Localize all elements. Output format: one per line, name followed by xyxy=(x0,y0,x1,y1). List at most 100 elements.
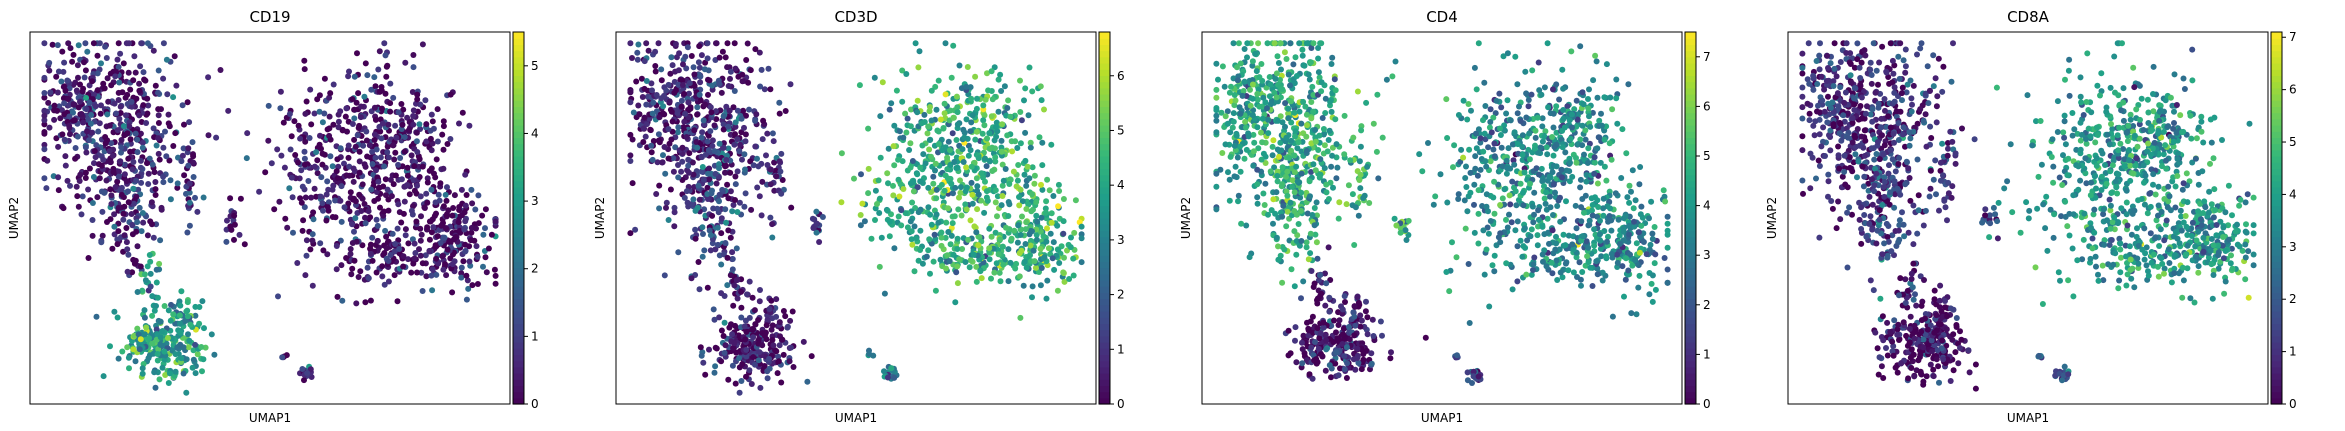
data-point xyxy=(133,228,140,235)
data-point xyxy=(1383,76,1390,83)
data-point xyxy=(1566,168,1573,175)
data-point xyxy=(480,231,487,238)
data-point xyxy=(1023,206,1030,212)
data-point xyxy=(692,235,699,242)
data-point xyxy=(382,227,389,234)
data-point xyxy=(1048,141,1055,148)
data-point xyxy=(1497,132,1504,138)
data-point xyxy=(412,250,419,256)
data-point xyxy=(1219,63,1226,70)
data-point xyxy=(423,138,430,145)
data-point xyxy=(727,169,734,176)
data-point xyxy=(72,155,79,162)
colorbar-segment xyxy=(1099,304,1110,312)
data-point xyxy=(154,351,161,357)
data-point xyxy=(776,319,783,326)
data-point xyxy=(134,219,141,226)
data-point xyxy=(784,323,791,330)
data-point xyxy=(155,106,162,113)
data-point xyxy=(146,155,153,162)
data-point xyxy=(333,243,340,249)
data-point xyxy=(1416,151,1423,158)
data-point xyxy=(630,109,637,116)
data-point xyxy=(1270,196,1277,203)
data-point xyxy=(422,252,429,259)
data-point xyxy=(433,156,440,163)
data-point xyxy=(773,313,780,320)
data-point xyxy=(440,146,447,153)
data-point xyxy=(114,127,121,134)
data-point xyxy=(634,49,641,56)
data-point xyxy=(726,107,733,114)
data-point xyxy=(999,243,1006,250)
data-point xyxy=(685,162,692,169)
data-point xyxy=(172,351,179,358)
data-point xyxy=(1022,226,1029,233)
data-point xyxy=(1523,90,1530,97)
data-point xyxy=(943,219,950,226)
data-point xyxy=(1501,186,1508,193)
data-point xyxy=(155,135,162,142)
colorbar-segment xyxy=(513,335,524,343)
data-point xyxy=(875,177,882,184)
data-point xyxy=(174,184,181,191)
data-point xyxy=(115,205,122,211)
data-point xyxy=(148,199,155,206)
data-point xyxy=(314,170,321,177)
data-point xyxy=(1265,130,1272,137)
data-point xyxy=(146,335,153,342)
data-point xyxy=(935,128,942,135)
data-point xyxy=(1443,96,1450,103)
data-point xyxy=(118,149,124,156)
data-point xyxy=(1491,153,1498,160)
data-point xyxy=(377,154,384,161)
data-point xyxy=(1552,189,1558,196)
data-point xyxy=(373,167,379,174)
colorbar-segment xyxy=(1099,149,1110,157)
colorbar-tick-label: 0 xyxy=(531,397,539,411)
data-point xyxy=(385,278,392,285)
data-point xyxy=(1228,83,1234,90)
colorbar-segment xyxy=(1099,125,1110,132)
data-point xyxy=(998,148,1005,155)
data-point xyxy=(1275,243,1281,250)
data-point xyxy=(417,193,424,200)
data-point xyxy=(433,210,439,217)
data-point xyxy=(701,66,708,73)
data-point xyxy=(46,67,53,74)
data-point xyxy=(280,119,287,126)
data-point xyxy=(94,87,101,94)
data-point xyxy=(974,183,981,190)
data-point xyxy=(764,368,771,375)
data-point xyxy=(366,142,373,149)
data-point xyxy=(1285,71,1292,78)
colorbar-segment xyxy=(513,323,524,331)
data-point xyxy=(450,205,457,211)
data-point xyxy=(649,156,656,163)
data-point xyxy=(665,155,672,162)
data-point xyxy=(1487,119,1494,125)
data-point xyxy=(1043,295,1050,302)
data-point xyxy=(1014,177,1021,184)
data-point xyxy=(124,344,131,351)
data-point xyxy=(706,346,712,353)
data-point xyxy=(957,184,964,191)
data-point xyxy=(290,229,296,236)
data-point xyxy=(153,142,160,149)
data-point xyxy=(851,175,857,182)
data-point xyxy=(1480,148,1487,155)
data-point xyxy=(130,159,137,165)
data-point xyxy=(954,109,961,116)
colorbar-segment xyxy=(1099,298,1110,306)
data-point xyxy=(1014,239,1021,246)
data-point xyxy=(473,225,479,232)
data-point xyxy=(223,238,230,245)
data-point xyxy=(449,289,456,296)
data-point xyxy=(79,193,86,200)
data-point xyxy=(738,115,745,122)
data-point xyxy=(1522,68,1529,75)
data-point xyxy=(1514,243,1521,250)
data-point xyxy=(265,102,272,109)
data-point xyxy=(896,193,903,200)
data-point xyxy=(379,273,386,280)
